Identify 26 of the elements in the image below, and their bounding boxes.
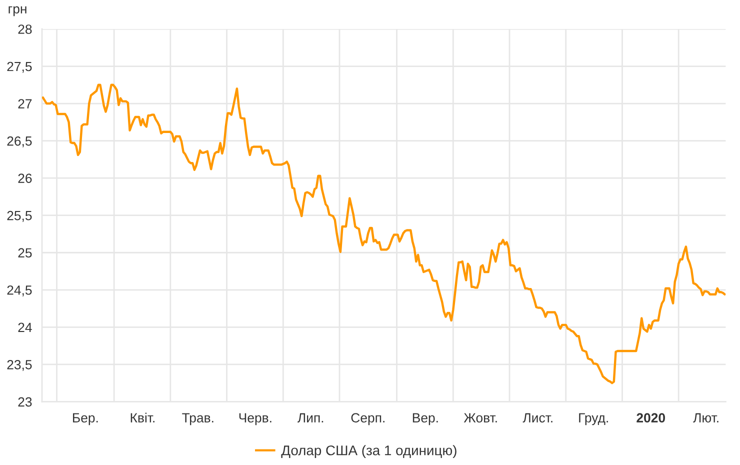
y-tick-label: 25 xyxy=(18,248,32,258)
y-tick-label: 25,5 xyxy=(7,210,32,222)
y-tick-label: 27,5 xyxy=(7,62,32,73)
y-tick-label: 26 xyxy=(18,174,32,183)
y-tick-label: 23 xyxy=(18,397,32,407)
y-tick-label: 26,5 xyxy=(7,136,32,148)
x-tick-label: Вер. xyxy=(412,413,438,426)
x-tick-label: Лист. xyxy=(522,413,552,423)
x-tick-label: Жовт. xyxy=(464,413,497,423)
x-tick-label: 2020 xyxy=(636,413,665,423)
y-tick-label: 24,5 xyxy=(7,285,32,296)
x-tick-label: Серп. xyxy=(351,413,384,426)
x-tick-label: Бер. xyxy=(73,413,98,426)
line-series xyxy=(42,84,726,384)
legend-label: Долар США (за 1 одиницю) xyxy=(281,445,456,458)
x-tick-label: Лип. xyxy=(298,413,324,422)
x-tick-label: Груд. xyxy=(579,413,608,426)
y-tick-label: 23,5 xyxy=(7,360,32,371)
x-tick-label: Трав. xyxy=(182,413,214,426)
x-tick-label: Лют. xyxy=(693,413,718,423)
x-tick-label: Черв. xyxy=(239,413,272,426)
y-tick-label: 28 xyxy=(18,24,32,34)
x-tick-label: Квіт. xyxy=(130,412,154,422)
y-axis-title: грн xyxy=(8,6,26,16)
y-tick-label: 24 xyxy=(18,322,32,332)
y-tick-label: 27 xyxy=(18,99,32,108)
